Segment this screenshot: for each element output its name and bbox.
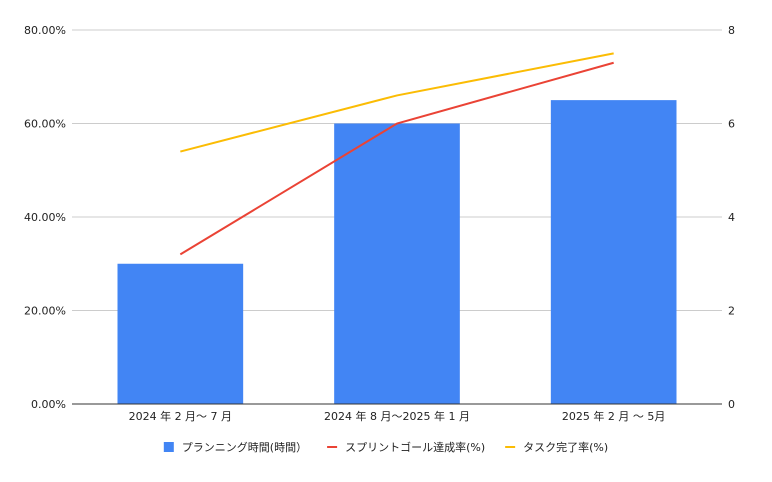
right-axis-tick-label: 2 — [728, 305, 735, 318]
legend-marker — [163, 442, 174, 452]
left-axis-tick-label: 60.00% — [24, 118, 66, 131]
legend-label: タスク完了率(%) — [523, 440, 608, 454]
left-axis-tick-label: 40.00% — [24, 211, 66, 224]
bar-series — [117, 100, 677, 404]
right-axis-tick-label: 6 — [728, 118, 735, 131]
legend: プランニング時間(時間） スプリントゴール達成率(%) タスク完了率(%) — [163, 440, 608, 454]
right-axis-tick-label: 0 — [728, 398, 735, 411]
right-axis-tick-label: 4 — [728, 211, 735, 224]
series-line — [180, 52, 614, 153]
axes: 0.00% 20.00% 40.00% 60.00% 80.00% 0 2 4 6 8 2024 年… — [24, 24, 735, 423]
bar — [117, 263, 244, 404]
x-axis-tick-label: 2024 年 8 月〜2025 年 1 月 — [324, 409, 470, 423]
right-axis-tick-label: 8 — [728, 24, 735, 37]
legend-label: スプリントゴール達成率(%) — [345, 440, 485, 454]
left-axis-tick-label: 0.00% — [31, 398, 66, 411]
bar — [550, 100, 677, 404]
x-axis-tick-label: 2025 年 2 月 〜 5月 — [562, 409, 665, 423]
series-line — [179, 61, 614, 256]
left-axis-tick-label: 20.00% — [24, 305, 66, 318]
line-series — [179, 52, 614, 256]
x-axis-tick-label: 2024 年 2 月〜 7 月 — [129, 409, 232, 423]
legend-label: プランニング時間(時間） — [182, 440, 307, 454]
left-axis-tick-label: 80.00% — [24, 24, 66, 37]
bar — [334, 123, 460, 404]
